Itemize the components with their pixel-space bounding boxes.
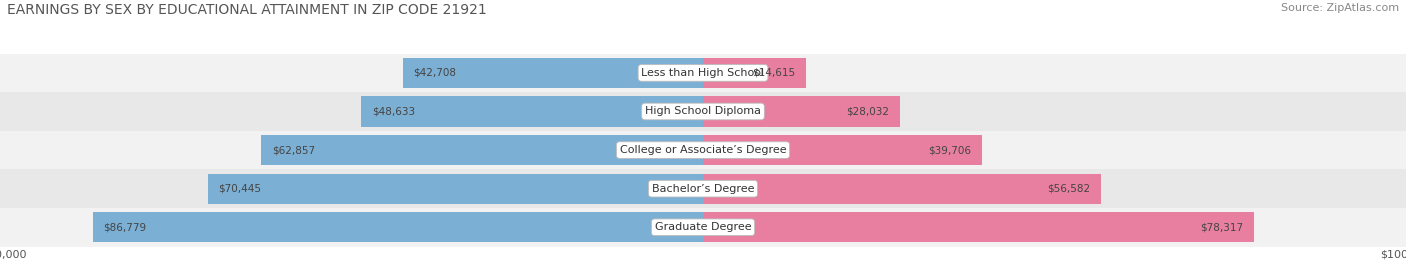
Text: $42,708: $42,708 [413,68,457,78]
Text: $86,779: $86,779 [104,222,146,232]
Text: College or Associate’s Degree: College or Associate’s Degree [620,145,786,155]
Text: Bachelor’s Degree: Bachelor’s Degree [652,184,754,194]
Text: High School Diploma: High School Diploma [645,106,761,117]
Bar [0,169,1406,208]
Bar [0,54,1406,92]
Bar [703,174,1101,204]
Text: EARNINGS BY SEX BY EDUCATIONAL ATTAINMENT IN ZIP CODE 21921: EARNINGS BY SEX BY EDUCATIONAL ATTAINMEN… [7,3,486,17]
Bar [208,174,703,204]
Text: $39,706: $39,706 [928,145,972,155]
Bar [703,58,806,88]
Text: $56,582: $56,582 [1047,184,1090,194]
Text: $14,615: $14,615 [752,68,796,78]
Text: $62,857: $62,857 [271,145,315,155]
Bar [703,135,983,165]
Bar [0,92,1406,131]
Bar [262,135,703,165]
Bar [0,208,1406,247]
Bar [0,131,1406,169]
Bar [361,96,703,126]
Text: Graduate Degree: Graduate Degree [655,222,751,232]
Text: $48,633: $48,633 [371,106,415,117]
Text: $78,317: $78,317 [1199,222,1243,232]
Bar [703,212,1254,242]
Text: Less than High School: Less than High School [641,68,765,78]
Text: Source: ZipAtlas.com: Source: ZipAtlas.com [1281,3,1399,13]
Bar [703,96,900,126]
Bar [402,58,703,88]
Text: $70,445: $70,445 [218,184,262,194]
Bar [93,212,703,242]
Text: $28,032: $28,032 [846,106,890,117]
